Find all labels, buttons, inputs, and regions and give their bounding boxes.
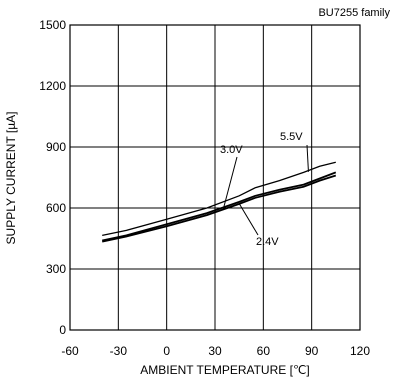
x-tick-labels: -60 -30 0 30 60 90 120 <box>61 344 370 358</box>
x-tick-label: 120 <box>350 344 370 358</box>
x-tick-label: 90 <box>305 344 319 358</box>
annotation-leader <box>222 156 238 211</box>
x-tick-label: -30 <box>110 344 128 358</box>
y-tick-labels: 0 300 600 900 1200 1500 <box>39 18 66 337</box>
series-line-2-4v <box>102 174 337 243</box>
x-tick-label: 30 <box>208 344 222 358</box>
x-tick-label: 0 <box>163 344 170 358</box>
series-line-3-0v <box>102 171 337 242</box>
y-tick-label: 600 <box>46 201 66 215</box>
plot-frame <box>69 24 361 331</box>
x-axis-label: AMBIENT TEMPERATURE [℃] <box>140 363 310 377</box>
y-tick-label: 0 <box>59 323 66 337</box>
series-line-5-5v <box>102 161 336 237</box>
grid <box>69 24 361 331</box>
series-label: 2.4V <box>256 236 279 248</box>
x-tick-label: -60 <box>61 344 79 358</box>
y-tick-label: 1500 <box>39 18 66 32</box>
y-axis-label: SUPPLY CURRENT [µA] <box>4 112 18 245</box>
y-tick-label: 300 <box>46 262 66 276</box>
series-label: 5.5V <box>280 131 303 143</box>
y-tick-label: 900 <box>46 140 66 154</box>
annotation-leader <box>306 144 309 172</box>
chart-title: BU7255 family <box>318 7 390 19</box>
x-tick-label: 60 <box>257 344 271 358</box>
series-annotations: 5.5V 3.0V 2.4V <box>220 131 309 248</box>
series-label: 3.0V <box>220 144 243 156</box>
series-lines <box>102 161 337 243</box>
y-tick-label: 1200 <box>39 79 66 93</box>
annotation-leader <box>238 203 259 236</box>
